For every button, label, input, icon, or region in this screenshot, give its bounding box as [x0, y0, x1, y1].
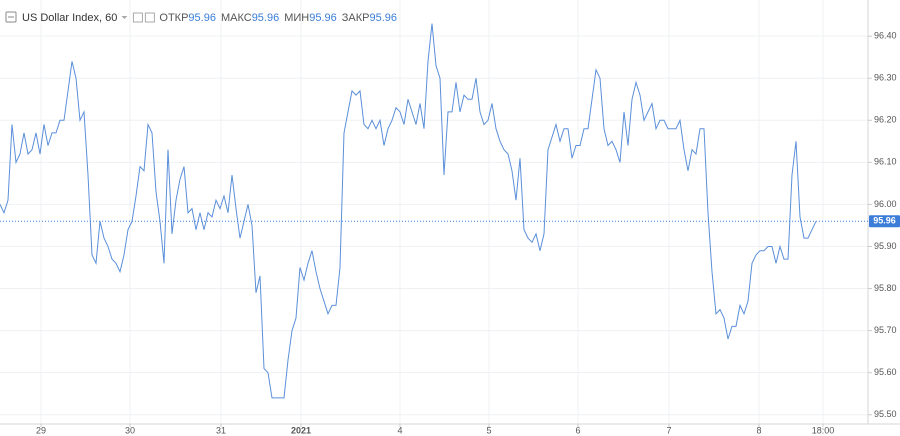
y-tick-label: 95.70: [874, 325, 897, 335]
last-price-label: 95.96: [873, 216, 896, 226]
x-tick-label: 8: [756, 425, 761, 435]
compare-icon: [144, 12, 155, 23]
stat-label: ЗАКР: [342, 12, 370, 24]
x-tick-label: 2021: [291, 425, 311, 435]
dropdown-arrow: [121, 16, 128, 19]
last-price-box: [869, 215, 900, 228]
stat-label: МАКС: [221, 12, 252, 24]
x-tick-label: 30: [125, 425, 135, 435]
chart-title: US Dollar Index, 60: [22, 12, 117, 24]
price-line: [0, 23, 817, 399]
collapse-icon[interactable]: [5, 11, 17, 23]
settings-icon: [132, 12, 143, 23]
y-tick-label: 96.10: [874, 157, 897, 167]
y-tick-label: 95.50: [874, 409, 897, 419]
y-tick-label: 95.90: [874, 241, 897, 251]
y-tick-label: 96.40: [874, 31, 897, 41]
x-tick-label: 7: [666, 425, 671, 435]
x-tick-label: 18:00: [812, 425, 835, 435]
x-tick-label: 31: [216, 425, 226, 435]
y-tick-label: 96.30: [874, 73, 897, 83]
y-tick-label: 95.60: [874, 367, 897, 377]
x-tick-label: 5: [486, 425, 491, 435]
stat-value: 95.96: [252, 12, 280, 24]
y-tick-label: 95.80: [874, 283, 897, 293]
stat-value: 95.96: [309, 12, 337, 24]
stat-label: ОТКР: [159, 12, 188, 24]
header-stats: ОТКР 95.96 МАКС 95.96 МИН 95.96 ЗАКР 95.96: [121, 12, 397, 24]
x-tick-label: 4: [397, 425, 402, 435]
plot: [0, 23, 868, 399]
y-tick-label: 96.20: [874, 115, 897, 125]
grid: [0, 0, 868, 424]
y-tick-label: 96.00: [874, 199, 897, 209]
x-tick-label: 6: [575, 425, 580, 435]
stat-label: МИН: [284, 12, 309, 24]
stat-value: 95.96: [188, 12, 216, 24]
x-tick-label: 29: [36, 425, 46, 435]
stat-value: 95.96: [370, 12, 398, 24]
